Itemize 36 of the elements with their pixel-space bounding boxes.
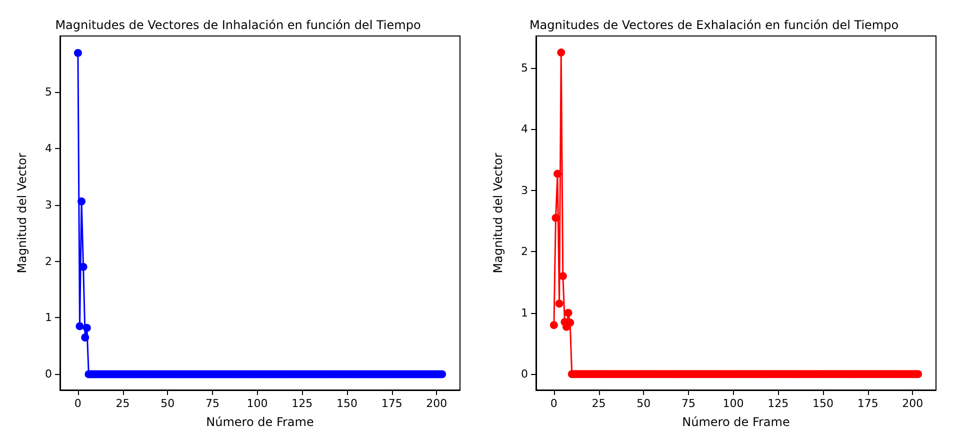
y-tick-label: 3: [521, 184, 528, 197]
y-tick-label: 4: [45, 142, 52, 155]
x-tick-label: 150: [336, 397, 358, 410]
x-axis-title: Número de Frame: [206, 415, 314, 429]
x-tick-label: 100: [722, 397, 744, 410]
x-tick-label: 175: [857, 397, 878, 410]
x-tick-label: 25: [116, 397, 130, 410]
chart-title: Magnitudes de Vectores de Exhalación en función del Tiempo: [529, 18, 899, 32]
x-axis-title: Número de Frame: [682, 415, 790, 429]
y-tick-label: 1: [45, 311, 52, 324]
y-axis-title: Magnitud del Vector: [491, 152, 505, 274]
y-tick-label: 2: [45, 254, 52, 268]
x-tick-label: 125: [292, 397, 313, 410]
x-tick-label: 50: [636, 397, 651, 410]
y-tick-label: 3: [45, 198, 52, 212]
x-tick-label: 50: [160, 397, 175, 410]
chart-title: Magnitudes de Vectores de Inhalación en función del Tiempo: [55, 18, 421, 32]
y-axis-title: Magnitud del Vector: [15, 152, 29, 274]
y-tick-label: 2: [521, 245, 528, 258]
y-tick-label: 0: [521, 368, 528, 381]
y-tick-label: 5: [521, 61, 528, 74]
x-tick-label: 75: [681, 397, 696, 410]
x-tick-label: 175: [381, 397, 402, 410]
x-tick-label: 25: [592, 397, 606, 410]
y-tick-label: 5: [45, 85, 52, 98]
x-tick-label: 150: [812, 397, 834, 410]
y-tick-label: 4: [521, 122, 528, 136]
y-tick-label: 0: [45, 368, 52, 381]
x-tick-label: 0: [74, 397, 82, 410]
x-tick-label: 125: [768, 397, 789, 410]
x-tick-label: 200: [426, 397, 448, 410]
y-tick-label: 1: [521, 306, 528, 320]
x-tick-label: 100: [246, 397, 268, 410]
x-tick-label: 200: [902, 397, 924, 410]
x-tick-label: 0: [550, 397, 558, 410]
x-tick-label: 75: [205, 397, 220, 410]
